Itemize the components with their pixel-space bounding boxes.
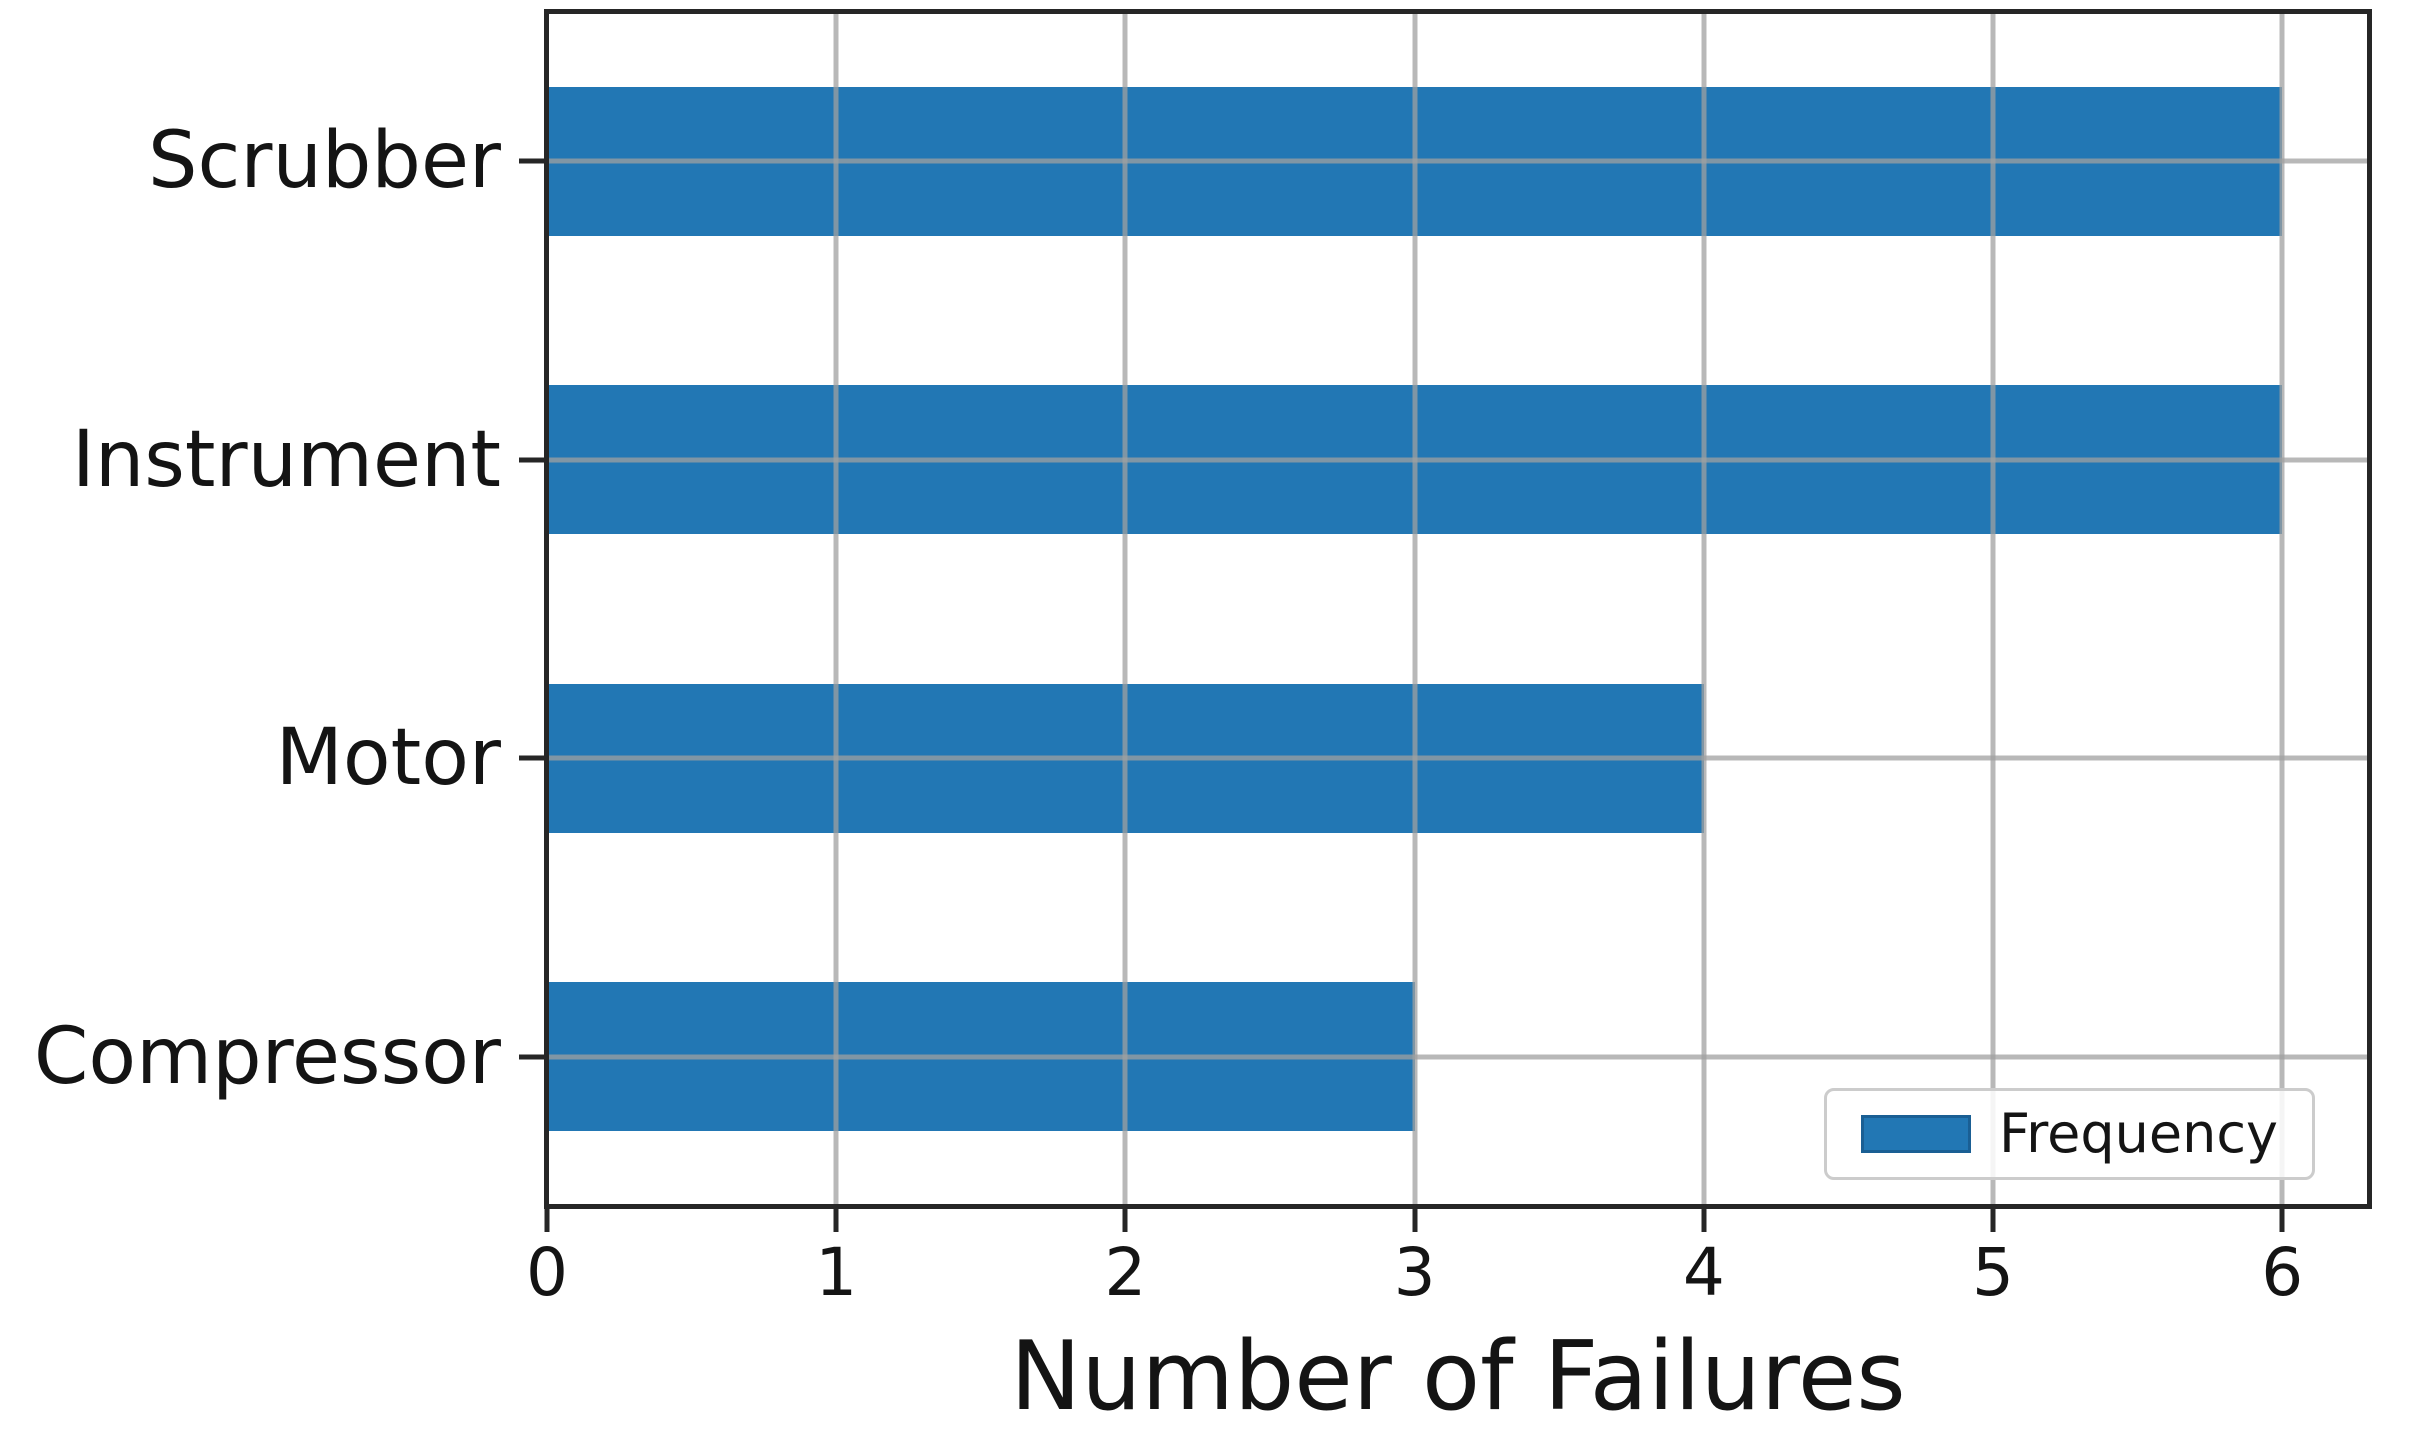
y-tick-mark-compressor bbox=[519, 1054, 545, 1060]
x-gridline-2 bbox=[1122, 12, 1128, 1206]
x-tick-label-5: 5 bbox=[1972, 1234, 2015, 1311]
x-gridline-4 bbox=[1701, 12, 1707, 1206]
x-tick-mark-4 bbox=[1701, 1208, 1707, 1232]
y-gridline-scrubber bbox=[547, 158, 2369, 164]
x-gridline-6 bbox=[2279, 12, 2285, 1206]
x-tick-mark-1 bbox=[833, 1208, 839, 1232]
x-gridline-1 bbox=[833, 12, 839, 1206]
y-tick-label-compressor: Compressor bbox=[33, 1011, 501, 1102]
x-tick-mark-0 bbox=[544, 1208, 550, 1232]
x-tick-label-1: 1 bbox=[815, 1234, 858, 1311]
y-tick-mark-instrument bbox=[519, 457, 545, 463]
legend-swatch-frequency bbox=[1861, 1115, 1972, 1153]
y-tick-label-motor: Motor bbox=[275, 713, 501, 804]
x-gridline-5 bbox=[1990, 12, 1996, 1206]
y-tick-label-scrubber: Scrubber bbox=[148, 116, 501, 207]
x-tick-label-4: 4 bbox=[1682, 1234, 1725, 1311]
x-tick-label-3: 3 bbox=[1393, 1234, 1436, 1311]
legend-label-frequency: Frequency bbox=[1999, 1102, 2278, 1165]
x-tick-mark-5 bbox=[1990, 1208, 1996, 1232]
x-tick-label-0: 0 bbox=[526, 1234, 568, 1311]
y-gridline-compressor bbox=[547, 1054, 2369, 1060]
x-tick-mark-3 bbox=[1412, 1208, 1418, 1232]
legend: Frequency bbox=[1824, 1088, 2315, 1180]
y-gridline-motor bbox=[547, 755, 2369, 761]
plot-area: Frequency 0 1 2 3 4 5 6 Scrubber Instrument Motor… bbox=[34, 9, 2372, 1306]
x-tick-mark-6 bbox=[2279, 1208, 2285, 1232]
x-tick-label-6: 6 bbox=[2261, 1234, 2304, 1311]
y-tick-label-instrument: Instrument bbox=[71, 414, 501, 505]
x-tick-mark-2 bbox=[1122, 1208, 1128, 1232]
y-tick-mark-motor bbox=[519, 755, 545, 761]
x-axis-label: Number of Failures bbox=[1010, 1322, 1906, 1432]
y-tick-mark-scrubber bbox=[519, 158, 545, 164]
y-gridline-instrument bbox=[547, 457, 2369, 463]
x-gridline-3 bbox=[1412, 12, 1418, 1206]
x-tick-label-2: 2 bbox=[1104, 1234, 1147, 1311]
